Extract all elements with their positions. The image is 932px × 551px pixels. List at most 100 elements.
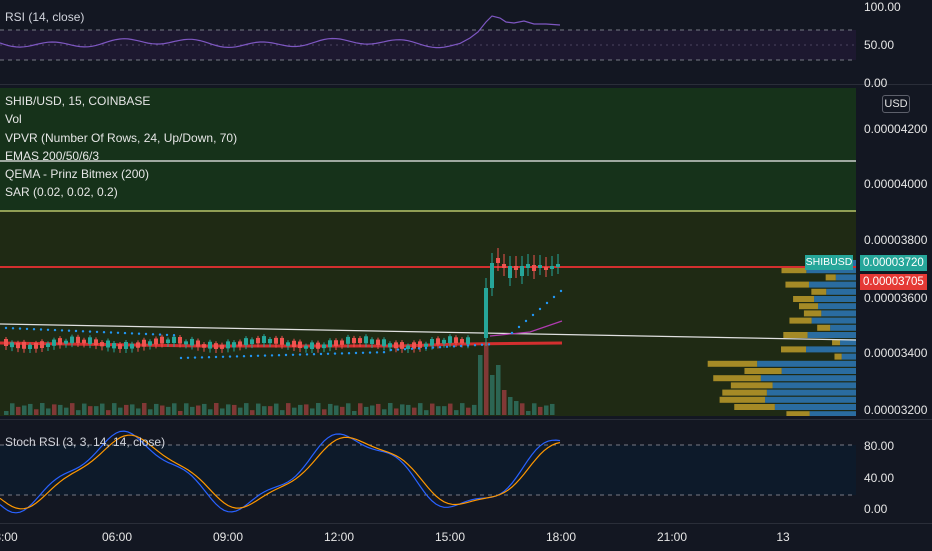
vpvr-bar <box>765 396 856 403</box>
sar-dot <box>459 344 463 348</box>
volume-bar <box>376 403 381 415</box>
volume-bar <box>40 403 45 415</box>
price-scale[interactable]: 100.00 50.00 0.00 0.00004200 0.00004000 … <box>856 0 932 523</box>
candle-body <box>172 336 176 344</box>
vpvr-bar <box>807 332 856 338</box>
volume-bar <box>412 407 417 415</box>
upper-zone-band <box>0 88 856 211</box>
candle-body <box>232 342 236 348</box>
candle-body <box>214 343 218 349</box>
volume-bar <box>22 405 27 415</box>
sar-dot <box>11 327 15 330</box>
sar-dot <box>375 351 379 354</box>
candle-body <box>322 344 326 349</box>
volume-bar <box>208 409 213 415</box>
pane-separator[interactable] <box>0 84 932 85</box>
candle-body <box>280 337 284 345</box>
vpvr-bar <box>774 404 856 410</box>
sar-dot <box>60 329 64 332</box>
time-label: 3:00 <box>0 530 18 544</box>
candle-body <box>52 339 56 346</box>
volume-bar <box>268 406 273 415</box>
volume-bar <box>232 404 237 415</box>
candle-body <box>508 266 512 278</box>
vpvr-bar <box>713 375 761 382</box>
volume-bar <box>142 403 147 415</box>
time-label: 06:00 <box>101 530 133 544</box>
candle-body <box>58 338 62 345</box>
sar-dot <box>158 333 162 336</box>
candle-body <box>352 337 356 344</box>
volume-bar <box>454 410 459 415</box>
vpvr-bar <box>772 382 856 389</box>
sar-dot <box>340 352 344 355</box>
legend-symbol[interactable]: SHIB/USD, 15, COINBASE <box>5 94 151 108</box>
stoch-title[interactable]: Stoch RSI (3, 3, 14, 14, close) <box>5 435 166 449</box>
volume-bar <box>508 397 513 415</box>
candle-body <box>286 342 290 346</box>
sar-dot <box>214 355 218 359</box>
sar-dot <box>361 351 365 354</box>
candle-body <box>388 343 392 348</box>
sar-dot <box>424 346 428 350</box>
vpvr-bar <box>811 317 856 324</box>
candle-body <box>448 336 452 344</box>
volume-bar <box>160 405 165 415</box>
candle-body <box>298 341 302 349</box>
candle-body <box>88 337 92 345</box>
vpvr-bar <box>722 389 767 396</box>
legend-sar[interactable]: SAR (0.02, 0.02, 0.2) <box>5 185 118 200</box>
stoch-tick: 0.00 <box>864 502 888 516</box>
volume-bar <box>538 406 543 415</box>
legend-qema[interactable]: QEMA - Prinz Bitmex (200) <box>5 167 150 182</box>
line-price-tag: 0.00003705 <box>860 274 927 290</box>
legend-emas[interactable]: EMAS 200/50/6/3 <box>5 148 100 163</box>
vpvr-bar <box>803 310 822 317</box>
time-axis[interactable]: 3:00 06:00 09:00 12:00 15:00 18:00 21:00… <box>0 523 932 551</box>
candle-body <box>106 340 110 348</box>
candle-body <box>358 338 362 344</box>
pane-separator[interactable] <box>0 419 932 420</box>
sar-dot <box>445 345 449 348</box>
indicator-legend[interactable]: SHIB/USD, 15, COINBASE Vol VPVR (Number … <box>5 92 237 202</box>
rsi-title[interactable]: RSI (14, close) <box>5 10 85 24</box>
time-label: 09:00 <box>212 530 244 544</box>
volume-bar <box>478 355 483 415</box>
sar-dot <box>256 354 260 357</box>
sar-dot <box>312 353 316 356</box>
vpvr-bar <box>814 296 856 302</box>
sar-dot <box>480 343 484 346</box>
rsi-pane[interactable]: RSI (14, close) <box>0 0 856 82</box>
sar-dot <box>81 330 85 333</box>
candle-body <box>4 339 8 346</box>
candle-body <box>220 344 224 349</box>
sar-dot <box>538 307 542 311</box>
volume-bar <box>532 403 537 415</box>
candle-body <box>148 341 152 346</box>
sar-dot <box>235 355 239 358</box>
sar-dot <box>144 332 148 336</box>
main-price-pane[interactable]: SHIB/USD, 15, COINBASE Vol VPVR (Number … <box>0 88 856 416</box>
price-chart <box>0 160 856 416</box>
volume-bar <box>28 403 33 415</box>
sar-dot <box>319 352 323 356</box>
volume-bar <box>262 406 267 415</box>
legend-vol[interactable]: Vol <box>5 112 22 127</box>
time-label: 13 <box>776 530 790 544</box>
candle-body <box>112 343 116 349</box>
sar-dot <box>207 356 211 359</box>
volume-bar <box>88 406 93 415</box>
legend-vpvr[interactable]: VPVR (Number Of Rows, 24, Up/Down, 70) <box>5 130 238 145</box>
candle-body <box>526 264 530 268</box>
candle-body <box>436 338 440 345</box>
candle-body <box>520 266 524 276</box>
sar-dot <box>277 354 281 357</box>
candle-body <box>316 342 320 349</box>
currency-button[interactable]: USD <box>882 95 910 113</box>
candle-body <box>412 342 416 349</box>
symbol-tag: SHIBUSD <box>805 255 853 270</box>
candle-body <box>268 338 272 344</box>
sar-dot <box>102 331 106 334</box>
volume-bar <box>106 410 111 415</box>
stoch-rsi-pane[interactable]: Stoch RSI (3, 3, 14, 14, close) <box>0 427 856 523</box>
